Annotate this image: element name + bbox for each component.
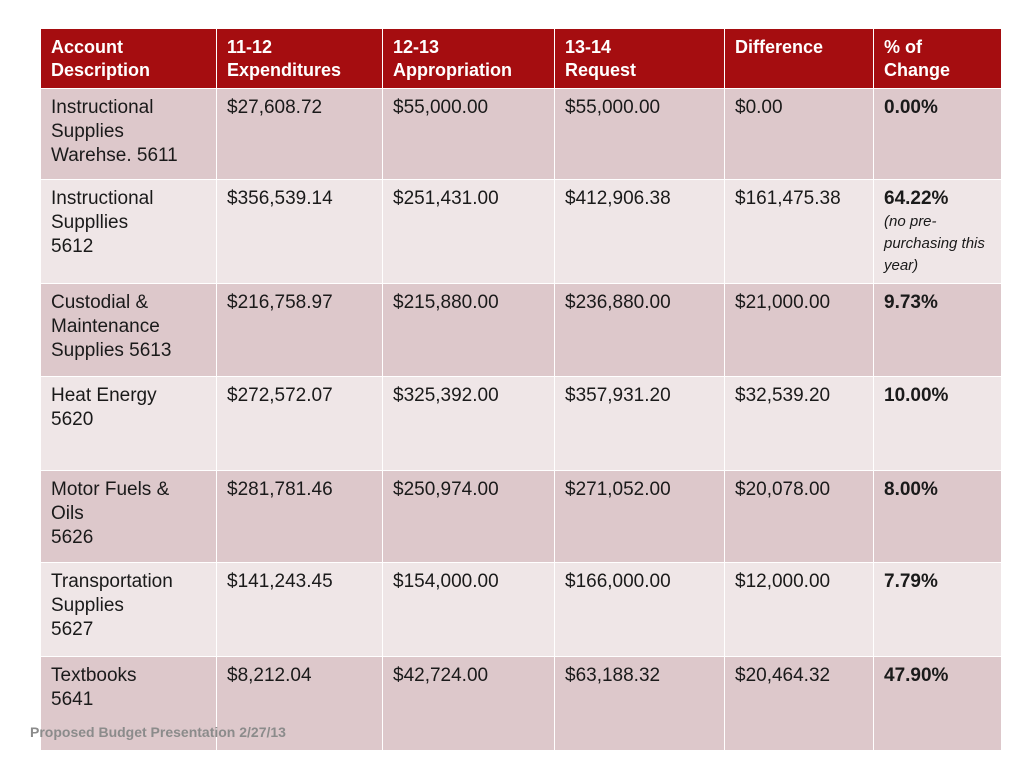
description-line: Supplies xyxy=(51,121,124,142)
cell-expenditures: $27,608.72 xyxy=(216,88,383,180)
cell-expenditures: $272,572.07 xyxy=(216,376,383,471)
percent-change-value: 9.73% xyxy=(884,292,938,313)
cell-request: $271,052.00 xyxy=(554,470,725,563)
description-line: Maintenance xyxy=(51,316,160,337)
description-line: Suppllies xyxy=(51,212,129,233)
cell-appropriation: $215,880.00 xyxy=(382,283,555,377)
table-row: Motor Fuels & Oils 5626 $281,781.46 $250,974… xyxy=(40,470,1002,563)
column-header-difference: Difference xyxy=(724,28,874,89)
cell-account-description: Motor Fuels & Oils 5626 xyxy=(40,470,217,563)
budget-table: Account Description 11-12 Expenditures 12-13… xyxy=(40,28,1002,751)
description-line: 5627 xyxy=(51,619,94,640)
percent-change-value: 0.00% xyxy=(884,97,938,118)
cell-percent-change: 47.90% xyxy=(873,656,1002,751)
header-line: % of xyxy=(884,37,922,57)
table-body: Instructional Supplies Warehse. 5611 $27,60… xyxy=(40,88,1002,751)
description-line: Warehse. 5611 xyxy=(51,145,178,166)
percent-change-value: 7.79% xyxy=(884,571,938,592)
description-line: Supplies xyxy=(51,595,124,616)
header-line: Description xyxy=(51,60,151,80)
cell-request: $236,880.00 xyxy=(554,283,725,377)
description-line: Motor Fuels & xyxy=(51,479,170,500)
cell-expenditures: $8,212.04 xyxy=(216,656,383,751)
header-line: 12-13 xyxy=(393,37,440,57)
header-line: Appropriation xyxy=(393,60,512,80)
cell-expenditures: $141,243.45 xyxy=(216,562,383,657)
cell-percent-change: 8.00% xyxy=(873,470,1002,563)
description-line: Transportation xyxy=(51,571,173,592)
cell-account-description: Custodial & Maintenance Supplies 5613 xyxy=(40,283,217,377)
cell-appropriation: $250,974.00 xyxy=(382,470,555,563)
header-line: Account xyxy=(51,37,123,57)
cell-appropriation: $325,392.00 xyxy=(382,376,555,471)
cell-request: $357,931.20 xyxy=(554,376,725,471)
cell-difference: $20,464.32 xyxy=(724,656,874,751)
cell-difference: $161,475.38 xyxy=(724,179,874,284)
cell-expenditures: $281,781.46 xyxy=(216,470,383,563)
cell-account-description: Heat Energy 5620 xyxy=(40,376,217,471)
percent-change-value: 64.22% xyxy=(884,188,949,209)
cell-account-description: Transportation Supplies 5627 xyxy=(40,562,217,657)
table-row: Custodial & Maintenance Supplies 5613 $216,… xyxy=(40,283,1002,377)
percent-change-value: 47.90% xyxy=(884,665,949,686)
description-line: 5641 xyxy=(51,689,94,710)
description-line: Instructional xyxy=(51,97,154,118)
percent-change-value: 10.00% xyxy=(884,385,949,406)
cell-difference: $0.00 xyxy=(724,88,874,180)
description-line: Custodial & xyxy=(51,292,149,313)
percent-change-value: 8.00% xyxy=(884,479,938,500)
cell-difference: $21,000.00 xyxy=(724,283,874,377)
cell-appropriation: $55,000.00 xyxy=(382,88,555,180)
cell-account-description: Textbooks 5641 xyxy=(40,656,217,751)
column-header-account-description: Account Description xyxy=(40,28,217,89)
cell-request: $412,906.38 xyxy=(554,179,725,284)
description-line: Oils xyxy=(51,503,84,524)
table-header-row: Account Description 11-12 Expenditures 12-13… xyxy=(40,28,1002,89)
description-line: Textbooks xyxy=(51,665,137,686)
header-line: Change xyxy=(884,60,951,80)
cell-request: $166,000.00 xyxy=(554,562,725,657)
column-header-expenditures: 11-12 Expenditures xyxy=(216,28,383,89)
description-line: 5620 xyxy=(51,409,94,430)
description-line: Instructional xyxy=(51,188,154,209)
percent-change-note: (no pre-purchasing this year) xyxy=(884,213,985,274)
header-line: Expenditures xyxy=(227,60,342,80)
table-row: Instructional Suppllies 5612 $356,539.14 $25… xyxy=(40,179,1002,284)
cell-appropriation: $42,724.00 xyxy=(382,656,555,751)
cell-appropriation: $251,431.00 xyxy=(382,179,555,284)
header-line: 11-12 xyxy=(227,37,273,57)
header-line: Request xyxy=(565,60,637,80)
header-line: 13-14 xyxy=(565,37,612,57)
table-row: Heat Energy 5620 $272,572.07 $325,392.00 $35… xyxy=(40,376,1002,471)
header-line: Difference xyxy=(735,37,824,57)
description-line: 5612 xyxy=(51,236,94,257)
cell-difference: $12,000.00 xyxy=(724,562,874,657)
description-line: Supplies 5613 xyxy=(51,340,172,361)
table-row: Textbooks 5641 $8,212.04 $42,724.00 $63,188.… xyxy=(40,656,1002,751)
column-header-percent-change: % of Change xyxy=(873,28,1002,89)
footer-text: Proposed Budget Presentation 2/27/13 xyxy=(30,724,286,740)
cell-request: $63,188.32 xyxy=(554,656,725,751)
description-line: Heat Energy xyxy=(51,385,157,406)
cell-request: $55,000.00 xyxy=(554,88,725,180)
column-header-appropriation: 12-13 Appropriation xyxy=(382,28,555,89)
description-line: 5626 xyxy=(51,527,94,548)
cell-difference: $20,078.00 xyxy=(724,470,874,563)
cell-percent-change: 10.00% xyxy=(873,376,1002,471)
cell-appropriation: $154,000.00 xyxy=(382,562,555,657)
table-row: Instructional Supplies Warehse. 5611 $27,60… xyxy=(40,88,1002,180)
cell-percent-change: 0.00% xyxy=(873,88,1002,180)
cell-percent-change: 9.73% xyxy=(873,283,1002,377)
cell-account-description: Instructional Suppllies 5612 xyxy=(40,179,217,284)
cell-expenditures: $356,539.14 xyxy=(216,179,383,284)
column-header-request: 13-14 Request xyxy=(554,28,725,89)
cell-difference: $32,539.20 xyxy=(724,376,874,471)
cell-percent-change: 7.79% xyxy=(873,562,1002,657)
cell-percent-change: 64.22% (no pre-purchasing this year) xyxy=(873,179,1002,284)
table-row: Transportation Supplies 5627 $141,243.45 $15… xyxy=(40,562,1002,657)
cell-expenditures: $216,758.97 xyxy=(216,283,383,377)
cell-account-description: Instructional Supplies Warehse. 5611 xyxy=(40,88,217,180)
